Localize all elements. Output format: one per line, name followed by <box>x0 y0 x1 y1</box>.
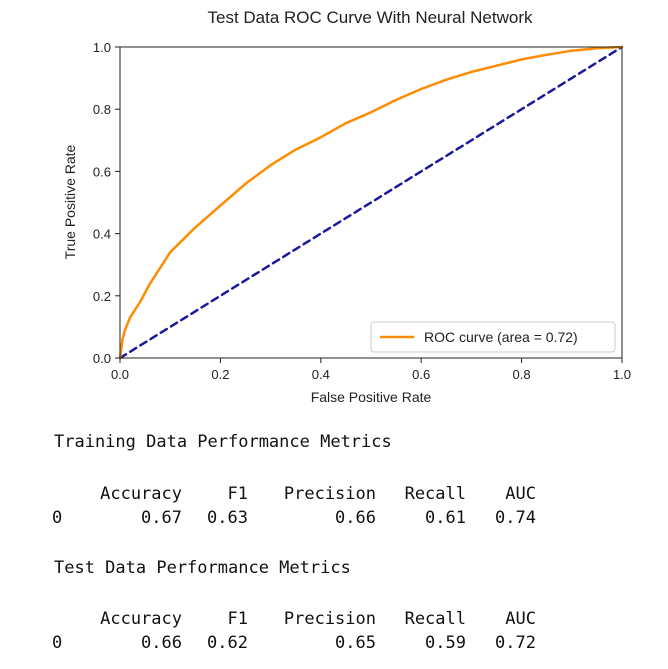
training-metrics-table: Accuracy F1 Precision Recall AUC 0 0.67 … <box>52 482 536 530</box>
table-header-row: Accuracy F1 Precision Recall AUC <box>52 482 536 506</box>
y-axis: 0.0 0.2 0.4 0.6 0.8 1.0 <box>93 40 120 366</box>
chart-title: Test Data ROC Curve With Neural Network <box>208 8 533 27</box>
x-axis: 0.0 0.2 0.4 0.6 0.8 1.0 <box>111 358 631 382</box>
legend-label-roc: ROC curve (area = 0.72) <box>424 329 578 345</box>
table-cell: 0.59 <box>425 633 466 653</box>
x-axis-label: False Positive Rate <box>311 389 432 405</box>
table-cell: 0.72 <box>495 633 536 653</box>
row-index: 0 <box>52 508 63 528</box>
column-header: F1 <box>227 484 248 504</box>
column-header: Precision <box>283 609 376 629</box>
test-metrics-heading: Test Data Performance Metrics <box>54 558 351 578</box>
chance-diagonal-line <box>118 45 624 360</box>
table-cell: 0.61 <box>425 508 466 528</box>
table-row: 0 0.67 0.63 0.66 0.61 0.74 <box>52 506 536 530</box>
x-tick-label: 0.4 <box>312 367 330 382</box>
column-header: Accuracy <box>100 484 182 504</box>
training-metrics-heading: Training Data Performance Metrics <box>54 432 392 452</box>
legend-box <box>370 321 616 353</box>
column-header: Recall <box>404 609 466 629</box>
row-index: 0 <box>52 633 63 653</box>
plot-area <box>118 45 624 360</box>
table-cell: 0.66 <box>141 633 182 653</box>
y-tick-label: 0.8 <box>93 102 111 117</box>
y-tick-label: 0.0 <box>93 351 111 366</box>
index-header <box>52 482 86 506</box>
table-cell: 0.74 <box>495 508 536 528</box>
x-tick-label: 1.0 <box>613 367 631 382</box>
column-header: Precision <box>283 484 376 504</box>
column-header: AUC <box>505 609 536 629</box>
plot-frame <box>119 46 623 359</box>
x-tick-label: 0.6 <box>412 367 430 382</box>
y-axis-label: True Positive Rate <box>62 144 78 259</box>
y-tick-label: 0.4 <box>93 227 111 242</box>
column-header: Accuracy <box>100 609 182 629</box>
y-tick-label: 0.2 <box>93 289 111 304</box>
table-cell: 0.65 <box>335 633 376 653</box>
table-cell: 0.62 <box>207 633 248 653</box>
x-tick-label: 0.8 <box>513 367 531 382</box>
x-tick-label: 0.0 <box>111 367 129 382</box>
roc-curve-line <box>118 45 624 360</box>
column-header: F1 <box>227 609 248 629</box>
table-cell: 0.63 <box>207 508 248 528</box>
roc-chart: Test Data ROC Curve With Neural Network … <box>62 8 631 405</box>
column-header: AUC <box>505 484 536 504</box>
y-tick-label: 0.6 <box>93 164 111 179</box>
column-header: Recall <box>404 484 466 504</box>
table-cell: 0.67 <box>141 508 182 528</box>
index-header <box>52 607 86 631</box>
legend: ROC curve (area = 0.72) <box>370 321 616 353</box>
x-tick-label: 0.2 <box>211 367 229 382</box>
table-header-row: Accuracy F1 Precision Recall AUC <box>52 607 536 631</box>
test-metrics-table: Accuracy F1 Precision Recall AUC 0 0.66 … <box>52 607 536 655</box>
table-cell: 0.66 <box>335 508 376 528</box>
table-row: 0 0.66 0.62 0.65 0.59 0.72 <box>52 631 536 655</box>
y-tick-label: 1.0 <box>93 40 111 55</box>
